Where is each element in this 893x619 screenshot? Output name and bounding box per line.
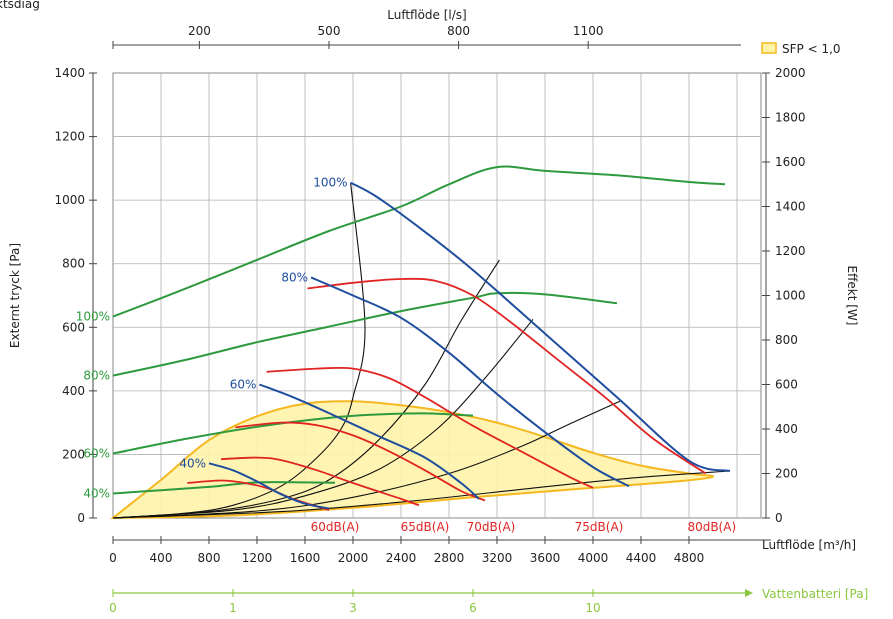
- right-tick-label: 1800: [775, 111, 806, 125]
- fan-curve-label: 40%: [179, 456, 206, 470]
- sound-curve-label: 70dB(A): [467, 520, 516, 534]
- power-curve: [112, 291, 618, 377]
- system-curve: [112, 182, 366, 519]
- sound-curve-label: 60dB(A): [311, 520, 360, 534]
- sound-curve: [220, 456, 420, 507]
- fan-curve-label: 80%: [281, 270, 308, 284]
- left-tick-label: 1200: [54, 130, 85, 144]
- labels-group: 100% 80% 60% 40% 60dB(A) 65dB(A) 70dB(A) 75dB(A…: [76, 42, 841, 534]
- fan-curve: [259, 383, 480, 500]
- top-tick-label: 500: [318, 24, 341, 38]
- bottom-tick-label: 3200: [482, 551, 513, 565]
- bottom-tick-label: 1600: [290, 551, 321, 565]
- bottom-tick-label: 0: [109, 551, 117, 565]
- right-tick-label: 1000: [775, 289, 806, 303]
- right-tick-label: 0: [775, 511, 783, 525]
- sound-curve: [307, 277, 707, 475]
- right-tick-label: 400: [775, 422, 798, 436]
- water-axis-title: Vattenbatteri [Pa]: [762, 587, 868, 601]
- left-tick-label: 800: [62, 257, 85, 271]
- bottom-tick-label: 3600: [530, 551, 561, 565]
- plot-frame: [112, 72, 762, 519]
- top-tick-label: 800: [447, 24, 470, 38]
- legend-swatch: [761, 42, 777, 54]
- sound-curve-label: 75dB(A): [575, 520, 624, 534]
- bottom-tick-label: 2800: [434, 551, 465, 565]
- system-curve: [112, 318, 534, 519]
- fan-curve: [208, 462, 330, 510]
- right-tick-label: 2000: [775, 66, 806, 80]
- top-axis-title: Luftflöde [l/s]: [387, 8, 467, 22]
- bottom-tick-label: 800: [198, 551, 221, 565]
- power-curves-group: [112, 165, 726, 495]
- sound-curve: [266, 366, 594, 489]
- bottom-tick-label: 1200: [242, 551, 273, 565]
- fan-curve: [350, 181, 731, 472]
- water-tick-label: 6: [469, 601, 477, 615]
- bottom-tick-label: 4800: [674, 551, 705, 565]
- right-tick-label: 1200: [775, 244, 806, 258]
- power-curve: [112, 165, 726, 318]
- power-curve-label: 80%: [83, 369, 110, 383]
- bottom-tick-label: 4400: [626, 551, 657, 565]
- water-tick-label: 10: [585, 601, 600, 615]
- right-tick-label: 1600: [775, 155, 806, 169]
- left-tick-label: 400: [62, 384, 85, 398]
- system-curve: [112, 399, 623, 519]
- sound-curve: [235, 421, 486, 502]
- top-tick-label: 200: [188, 24, 211, 38]
- sfp-region-group: [110, 400, 715, 520]
- left-tick-label: 1000: [54, 193, 85, 207]
- left-tick-label: 0: [77, 511, 85, 525]
- power-curve-label: 40%: [83, 487, 110, 501]
- bottom-tick-label: 4000: [578, 551, 609, 565]
- system-curves-group: [112, 182, 730, 519]
- fan-curves-group: [208, 181, 731, 510]
- bottom-tick-label: 2000: [338, 551, 369, 565]
- right-axis-title: Effekt [W]: [845, 266, 859, 326]
- water-tick-label: 3: [349, 601, 357, 615]
- bottom-axis-title: Luftflöde [m³/h]: [762, 538, 856, 552]
- left-axis-title: Externt tryck [Pa]: [8, 243, 22, 348]
- right-tick-label: 800: [775, 333, 798, 347]
- system-curve: [112, 470, 730, 519]
- right-tick-label: 200: [775, 467, 798, 481]
- power-curve: [112, 481, 336, 495]
- bottom-tick-label: 2400: [386, 551, 417, 565]
- water-axis-arrow: [745, 589, 753, 597]
- power-curve: [112, 412, 474, 455]
- legend-label: SFP < 1,0: [782, 42, 841, 56]
- sfp-region: [110, 400, 715, 520]
- system-curve: [112, 259, 500, 519]
- left-tick-label: 1400: [54, 66, 85, 80]
- fan-curve-label: 60%: [230, 378, 257, 392]
- top-tick-label: 1100: [573, 24, 604, 38]
- power-curve-label: 100%: [76, 310, 110, 324]
- right-tick-label: 1400: [775, 200, 806, 214]
- right-tick-label: 600: [775, 378, 798, 392]
- water-tick-label: 0: [109, 601, 117, 615]
- sound-curve-label: 80dB(A): [687, 520, 736, 534]
- bottom-tick-label: 400: [150, 551, 173, 565]
- fan-curve: [310, 276, 630, 488]
- sound-curve-label: 65dB(A): [401, 520, 450, 534]
- power-curve-label: 60%: [83, 446, 110, 460]
- water-tick-label: 1: [229, 601, 237, 615]
- fan-curve-label: 100%: [313, 176, 347, 190]
- left-tick-label: 200: [62, 447, 85, 461]
- top-fragment: ktsdiag: [0, 0, 40, 11]
- left-tick-label: 600: [62, 320, 85, 334]
